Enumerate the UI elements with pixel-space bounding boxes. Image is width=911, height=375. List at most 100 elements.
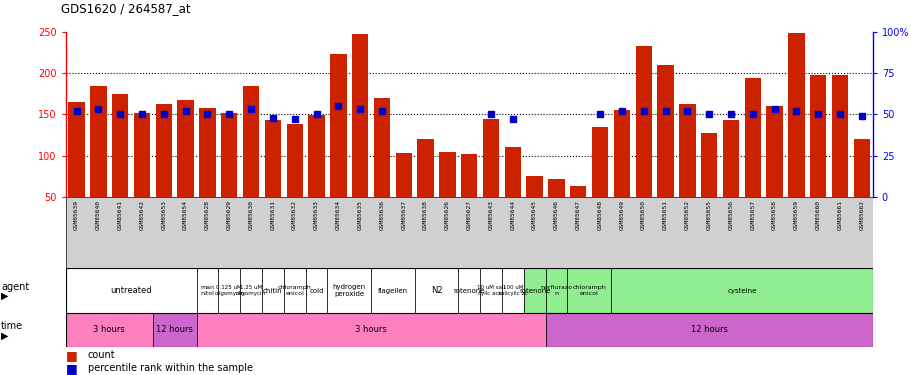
- Text: GSM85650: GSM85650: [640, 200, 646, 230]
- Text: ■: ■: [66, 349, 77, 362]
- Text: GSM85626: GSM85626: [445, 200, 449, 230]
- Text: 12 hours: 12 hours: [690, 326, 727, 334]
- Text: GSM85645: GSM85645: [532, 200, 537, 230]
- Bar: [548, 179, 564, 238]
- Bar: [286, 124, 302, 238]
- Text: ■: ■: [66, 362, 77, 375]
- Text: GSM85642: GSM85642: [139, 200, 144, 230]
- Bar: [66, 313, 153, 347]
- Bar: [153, 313, 197, 347]
- Bar: [395, 153, 412, 238]
- Bar: [264, 120, 281, 238]
- Bar: [831, 75, 847, 238]
- Text: GSM85630: GSM85630: [249, 200, 253, 230]
- Text: 3 hours: 3 hours: [354, 326, 386, 334]
- Bar: [569, 186, 586, 238]
- Text: GSM85638: GSM85638: [423, 200, 427, 230]
- Bar: [417, 139, 434, 238]
- Bar: [479, 268, 501, 313]
- Bar: [178, 100, 194, 238]
- Text: time: time: [1, 321, 23, 331]
- Text: GDS1620 / 264587_at: GDS1620 / 264587_at: [61, 2, 190, 15]
- Bar: [743, 78, 760, 238]
- Text: N2: N2: [430, 286, 442, 295]
- Text: chloramph
enicol: chloramph enicol: [278, 285, 312, 296]
- Text: GSM85631: GSM85631: [270, 200, 275, 230]
- Text: count: count: [87, 351, 115, 360]
- Text: GSM85648: GSM85648: [597, 200, 602, 230]
- Bar: [308, 115, 324, 238]
- Text: 3 hours: 3 hours: [93, 326, 125, 334]
- Bar: [679, 104, 695, 238]
- Text: GSM85646: GSM85646: [553, 200, 558, 230]
- Bar: [853, 139, 869, 238]
- Text: hydrogen
peroxide: hydrogen peroxide: [333, 284, 365, 297]
- Bar: [90, 86, 107, 238]
- Bar: [722, 120, 738, 238]
- Text: GSM85656: GSM85656: [728, 200, 732, 230]
- Text: rotenone: rotenone: [518, 288, 550, 294]
- Text: GSM85632: GSM85632: [292, 200, 297, 230]
- Text: GSM85640: GSM85640: [96, 200, 101, 230]
- Bar: [197, 313, 545, 347]
- Text: GSM85662: GSM85662: [858, 200, 864, 230]
- Text: 10 uM sali
cylic acid: 10 uM sali cylic acid: [476, 285, 505, 296]
- Text: 1.25 uM
oligomycin: 1.25 uM oligomycin: [236, 285, 266, 296]
- Text: 100 uM
salicylic ac: 100 uM salicylic ac: [497, 285, 527, 296]
- Bar: [112, 94, 128, 238]
- Text: GSM85649: GSM85649: [619, 200, 624, 230]
- Text: GSM85636: GSM85636: [379, 200, 384, 230]
- Bar: [545, 268, 567, 313]
- Text: 12 hours: 12 hours: [156, 326, 193, 334]
- Bar: [415, 268, 458, 313]
- Bar: [197, 268, 218, 313]
- Text: GSM85637: GSM85637: [401, 200, 405, 230]
- Text: GSM85655: GSM85655: [706, 200, 711, 230]
- Bar: [371, 268, 415, 313]
- Bar: [374, 98, 390, 238]
- Bar: [567, 268, 610, 313]
- Bar: [156, 104, 172, 238]
- Bar: [68, 102, 85, 238]
- Text: GSM85659: GSM85659: [793, 200, 798, 230]
- Bar: [458, 268, 479, 313]
- Text: agent: agent: [1, 282, 29, 292]
- Bar: [635, 46, 651, 238]
- Text: GSM85641: GSM85641: [118, 200, 123, 230]
- Bar: [66, 268, 197, 313]
- Text: rotenone: rotenone: [453, 288, 485, 294]
- Text: chloramph
enicol: chloramph enicol: [572, 285, 606, 296]
- Text: GSM85629: GSM85629: [227, 200, 231, 230]
- Bar: [283, 268, 305, 313]
- Bar: [809, 75, 825, 238]
- Text: untreated: untreated: [110, 286, 152, 295]
- Bar: [200, 108, 215, 238]
- Bar: [439, 152, 456, 238]
- Bar: [501, 268, 523, 313]
- Text: ▶: ▶: [1, 291, 8, 301]
- Text: flagellen: flagellen: [377, 288, 407, 294]
- Bar: [218, 268, 240, 313]
- Text: percentile rank within the sample: percentile rank within the sample: [87, 363, 252, 373]
- Text: GSM85643: GSM85643: [488, 200, 493, 230]
- Bar: [482, 119, 498, 238]
- Text: GSM85627: GSM85627: [466, 200, 471, 230]
- Bar: [523, 268, 545, 313]
- Text: GSM85653: GSM85653: [161, 200, 166, 230]
- Text: GSM85628: GSM85628: [205, 200, 210, 230]
- Bar: [610, 268, 872, 313]
- Text: GSM85651: GSM85651: [662, 200, 668, 230]
- Text: GSM85654: GSM85654: [183, 200, 188, 230]
- Text: norflurazo
n: norflurazo n: [540, 285, 572, 296]
- Text: 0.125 uM
oligomycin: 0.125 uM oligomycin: [214, 285, 244, 296]
- Bar: [330, 54, 346, 238]
- Bar: [591, 127, 608, 238]
- Text: man
nitol: man nitol: [200, 285, 214, 296]
- Bar: [613, 110, 630, 238]
- Bar: [327, 268, 371, 313]
- Text: GSM85652: GSM85652: [684, 200, 689, 230]
- Bar: [545, 313, 872, 347]
- Bar: [220, 113, 237, 238]
- Text: GSM85633: GSM85633: [313, 200, 319, 230]
- Text: cysteine: cysteine: [726, 288, 756, 294]
